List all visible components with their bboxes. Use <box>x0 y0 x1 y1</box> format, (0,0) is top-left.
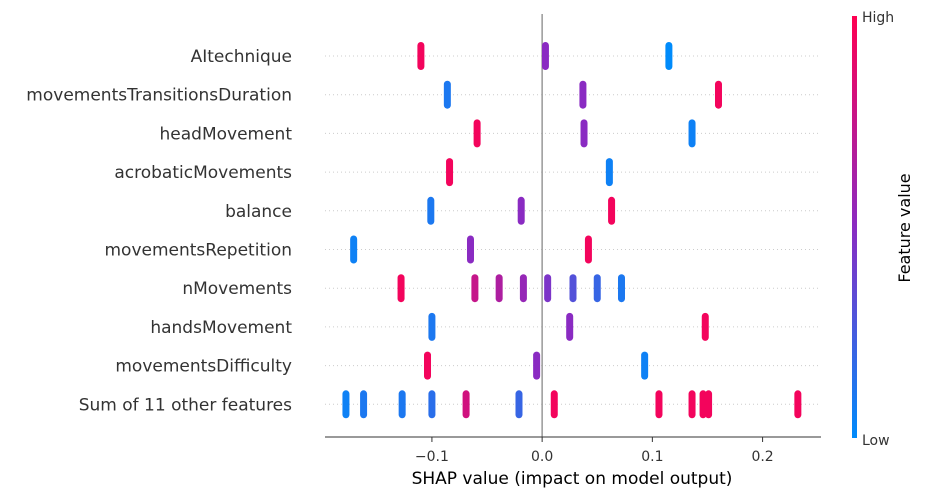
shap-point <box>471 274 479 303</box>
shap-point <box>605 158 613 187</box>
points-layer <box>342 42 802 419</box>
shap-point <box>462 390 470 419</box>
shap-point <box>665 42 673 70</box>
shap-point <box>580 119 588 148</box>
shap-point <box>794 390 802 419</box>
shap-point <box>519 274 527 303</box>
shap-point <box>424 351 432 380</box>
feature-label: AItechnique <box>191 47 292 67</box>
shap-point <box>617 274 625 303</box>
feature-label: movementsRepetition <box>104 241 292 261</box>
shap-point <box>443 80 451 109</box>
colorbar-high-label: High <box>862 10 894 26</box>
shap-point <box>398 390 406 419</box>
x-axis: −0.1 0.0 0.1 0.2 <box>325 436 821 465</box>
colorbar-gradient <box>852 16 857 438</box>
shap-point <box>428 390 436 419</box>
shap-point <box>533 351 541 380</box>
shap-point <box>701 312 709 341</box>
shap-point <box>584 235 592 264</box>
shap-point <box>427 196 435 225</box>
shap-point <box>705 390 713 419</box>
shap-point <box>641 351 649 380</box>
feature-label: headMovement <box>160 124 293 144</box>
shap-point <box>714 80 722 109</box>
feature-label: handsMovement <box>150 318 292 338</box>
x-tick-label: 0.0 <box>531 449 553 465</box>
shap-point <box>515 390 523 419</box>
shap-point <box>446 158 454 187</box>
shap-point <box>688 119 696 148</box>
shap-point <box>428 312 436 341</box>
shap-point <box>342 390 350 419</box>
shap-point <box>417 42 425 70</box>
x-tick-label: −0.1 <box>415 449 449 465</box>
shap-point <box>688 390 696 419</box>
feature-label: movementsTransitionsDuration <box>26 86 292 106</box>
shap-point <box>550 390 558 419</box>
shap-point <box>466 235 474 264</box>
shap-point <box>579 80 587 109</box>
feature-label: acrobaticMovements <box>114 163 292 183</box>
shap-point <box>593 274 601 303</box>
shap-point <box>397 274 405 303</box>
shap-point <box>566 312 574 341</box>
shap-point <box>473 119 481 148</box>
feature-label: nMovements <box>182 279 292 299</box>
x-tick-label: 0.1 <box>641 449 663 465</box>
shap-point <box>350 235 358 264</box>
shap-point <box>569 274 577 303</box>
x-tick-label: 0.2 <box>751 449 773 465</box>
rows-layer: AItechnique movementsTransitionsDuration h… <box>26 47 821 415</box>
feature-label: movementsDifficulty <box>115 357 292 377</box>
shap-point <box>655 390 663 419</box>
shap-point <box>608 196 616 225</box>
shap-point <box>541 42 549 70</box>
colorbar-low-label: Low <box>862 433 890 449</box>
colorbar-title: Feature value <box>895 173 914 282</box>
feature-label: balance <box>225 202 292 222</box>
shap-point <box>517 196 525 225</box>
shap-point <box>360 390 368 419</box>
shap-point <box>544 274 552 303</box>
x-axis-label: SHAP value (impact on model output) <box>412 469 733 489</box>
shap-point <box>495 274 503 303</box>
shap-point <box>699 390 707 419</box>
feature-label: Sum of 11 other features <box>79 395 292 415</box>
colorbar: High Low Feature value <box>852 10 914 449</box>
